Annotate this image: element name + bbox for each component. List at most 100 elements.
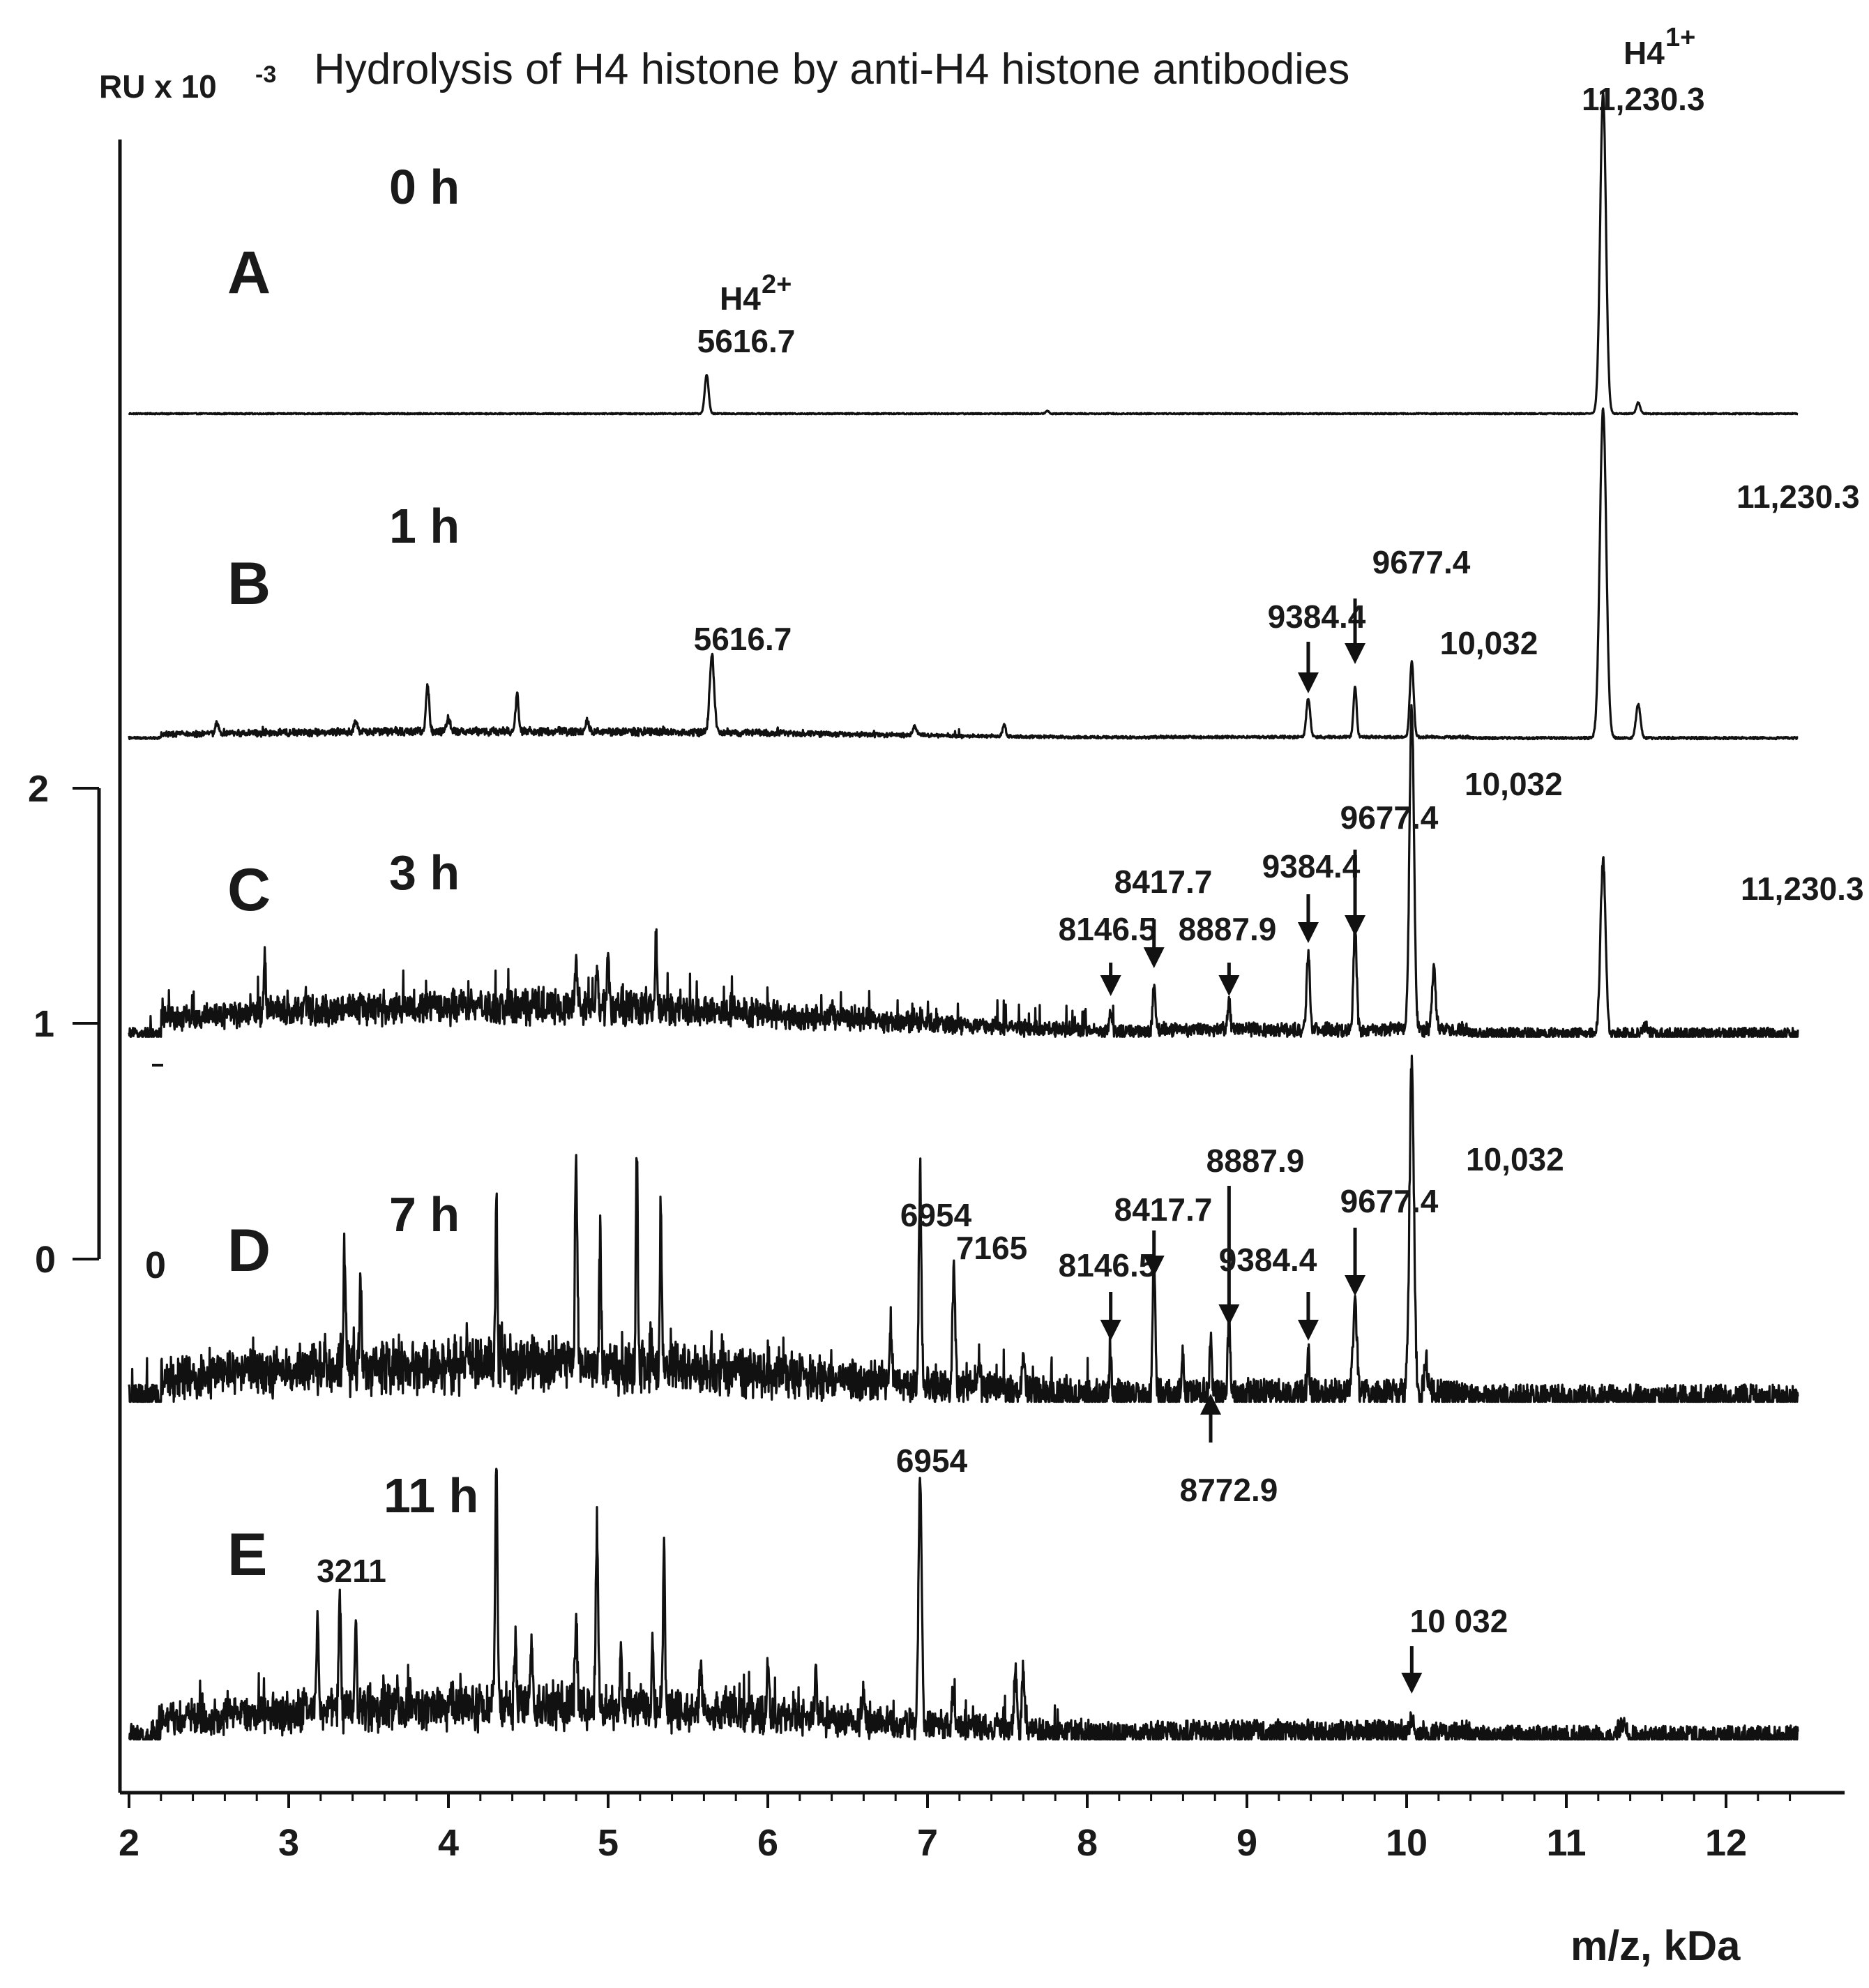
peak-annotation: 6954 (900, 1197, 972, 1233)
peak-annotation: 5616.7 H4 2+ (697, 270, 796, 359)
x-tick-label: 2 (119, 1822, 139, 1864)
peak-annotation: 11,230.3 (1741, 871, 1864, 907)
peak-label: 3211 (317, 1553, 386, 1589)
peak-annotation: 10,032 (1440, 625, 1538, 661)
peak-annotation: 3211 (317, 1553, 386, 1589)
peak-label: 8417.7 (1114, 1191, 1213, 1228)
chart-title: Hydrolysis of H4 histone by anti-H4 hist… (314, 45, 1349, 93)
peak-annotation: 9677.4 (1345, 544, 1471, 664)
x-tick-label: 5 (598, 1822, 619, 1864)
y-units-exponent: -3 (255, 61, 276, 88)
spectrum-trace (128, 704, 1799, 1038)
header-peak-charge: 1+ (1665, 23, 1695, 52)
panel-e: E 11 h 3211 6954 10 032 (128, 1443, 1799, 1741)
peak-annotation: 9384.4 (1262, 848, 1361, 943)
spectrum-trace (128, 407, 1799, 741)
panel-c: C 3 h 8146.5 8417.7 8887.9 9384.4 9677.4 10,032… (128, 704, 1864, 1038)
peak-label: 9677.4 (1340, 1183, 1439, 1219)
peak-label: 9677.4 (1372, 544, 1471, 580)
x-tick-label: 10 (1386, 1822, 1428, 1864)
peak-charge-label: 2+ (762, 270, 792, 299)
time-label: 11 h (384, 1468, 478, 1523)
header-peak-ion: H4 (1624, 35, 1665, 71)
x-tick-label: 3 (278, 1822, 299, 1864)
peak-annotation: 8146.5 (1059, 1247, 1156, 1341)
arrow-head (1345, 643, 1366, 664)
x-tick-label: 4 (438, 1822, 459, 1864)
x-tick-label: 12 (1705, 1822, 1747, 1864)
panel-zero-label: 0 (145, 1244, 166, 1286)
x-axis-title: m/z, kDa (1571, 1922, 1741, 1969)
peak-annotation: 8887.9 (1206, 1143, 1305, 1325)
panel-letter: D (227, 1217, 271, 1284)
peak-label: 10,032 (1465, 766, 1563, 802)
peak-annotation: 11,230.3 (1736, 479, 1860, 515)
arrow-head (1297, 672, 1319, 693)
spectrum-trace (128, 1054, 1799, 1403)
arrow-head (1143, 947, 1165, 968)
time-label: 1 h (389, 499, 460, 553)
y-units-label: RU x 10 -3 (99, 61, 276, 105)
peak-label: 6954 (900, 1197, 972, 1233)
x-axis-ticks: 2 3 4 5 6 7 8 9 10 11 12 (119, 1793, 1792, 1864)
peak-label: 11,230.3 (1736, 479, 1860, 515)
arrow-head (1100, 975, 1121, 996)
peak-ion-label: H4 (720, 280, 761, 317)
spectrum-trace (128, 91, 1799, 416)
arrow-head (1143, 1256, 1165, 1277)
peak-label: 5616.7 (697, 323, 796, 359)
peak-annotation: 10,032 (1465, 766, 1563, 802)
y-units-text: RU x 10 (99, 68, 217, 105)
peak-label: 10,032 (1466, 1141, 1564, 1177)
peak-annotation: 8417.7 (1114, 864, 1212, 968)
peak-label: 9677.4 (1340, 799, 1439, 836)
x-tick-label: 9 (1236, 1822, 1257, 1864)
scale-label-1: 1 (33, 1003, 54, 1045)
peak-label: 10,032 (1440, 625, 1538, 661)
peak-label: 8772.9 (1180, 1472, 1278, 1508)
header-peak-mass: 11,230.3 (1582, 81, 1705, 117)
peak-label: 10 032 (1410, 1603, 1508, 1639)
panel-letter: E (227, 1521, 267, 1588)
peak-annotation: 8887.9 (1179, 911, 1277, 996)
arrow-head (1345, 1275, 1366, 1296)
peak-label: 11,230.3 (1741, 871, 1864, 907)
arrow-head (1345, 915, 1366, 936)
spectrum-trace (128, 1468, 1799, 1741)
peak-annotation: 5616.7 (694, 621, 792, 657)
time-label: 7 h (389, 1187, 460, 1242)
arrow-head (1401, 1673, 1423, 1694)
peak-annotation: 6954 (896, 1443, 968, 1479)
peak-annotation: 8417.7 (1114, 1191, 1213, 1277)
time-label: 0 h (389, 160, 460, 214)
arrow-head (1100, 1320, 1121, 1341)
x-tick-label: 7 (917, 1822, 938, 1864)
peak-label: 9384.4 (1219, 1242, 1317, 1278)
peak-label: 8146.5 (1059, 911, 1157, 947)
peak-annotation: 9677.4 (1340, 799, 1439, 936)
x-tick-label: 11 (1546, 1822, 1586, 1864)
peak-label: 9384.4 (1262, 848, 1361, 884)
x-tick-label: 8 (1077, 1822, 1098, 1864)
peak-annotation: 9384.4 (1219, 1242, 1319, 1341)
peak-annotation: 10 032 (1401, 1603, 1508, 1694)
peak-label: 8887.9 (1179, 911, 1277, 947)
panel-letter: B (227, 550, 271, 617)
intensity-scale-bar: 2 1 0 (28, 768, 163, 1281)
panel-a: A 0 h 5616.7 H4 2+ (128, 91, 1799, 416)
arrow-head (1297, 1320, 1319, 1341)
panel-letter: C (227, 857, 271, 924)
panel-letter: A (227, 239, 271, 306)
peak-label: 9384.4 (1268, 598, 1366, 635)
arrow-head (1218, 1304, 1240, 1325)
peak-label: 8887.9 (1206, 1143, 1305, 1179)
peak-annotation: 8146.5 (1059, 911, 1157, 996)
x-tick-label: 6 (757, 1822, 778, 1864)
time-label: 3 h (389, 845, 460, 900)
peak-label: 7165 (956, 1230, 1027, 1266)
